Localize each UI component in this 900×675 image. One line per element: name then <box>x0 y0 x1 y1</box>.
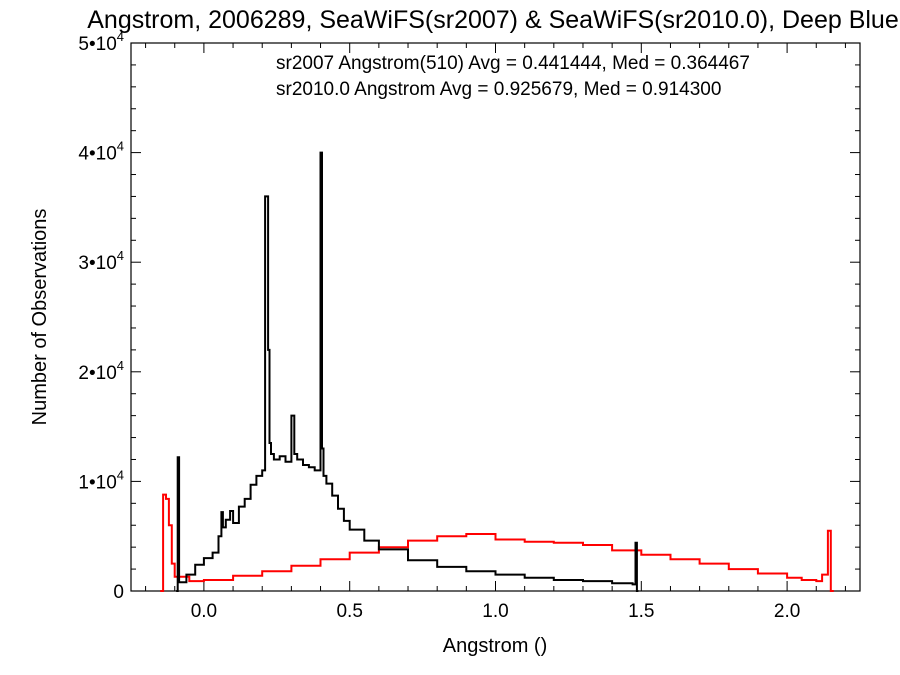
y-tick-label: 3•104 <box>78 248 124 274</box>
axis-ticks <box>131 42 860 592</box>
x-tick-label: 2.0 <box>774 601 800 622</box>
x-axis-label: Angstrom () <box>443 635 547 657</box>
y-tick-mantissa: 4•10 <box>78 144 116 165</box>
y-tick-mantissa: 5•10 <box>78 34 116 55</box>
x-tick-label: 0.5 <box>336 601 362 622</box>
y-tick-exponent: 4 <box>117 248 124 263</box>
y-axis-label: Number of Observations <box>29 209 51 426</box>
x-tick-labels: 0.0 0.5 1.0 1.5 2.0 <box>191 601 801 622</box>
histogram-series <box>160 151 834 592</box>
y-tick-mantissa: 0 <box>113 582 124 603</box>
y-tick-mantissa: 1•10 <box>78 472 116 493</box>
plot-frame <box>130 42 861 592</box>
x-tick-label: 0.0 <box>191 601 217 622</box>
y-tick-mantissa: 3•10 <box>78 253 116 274</box>
y-tick-label: 0 <box>113 582 124 603</box>
y-tick-label: 2•104 <box>78 358 124 384</box>
y-tick-label: 1•104 <box>78 467 124 493</box>
y-tick-label: 4•104 <box>78 139 124 165</box>
y-tick-exponent: 4 <box>117 29 124 44</box>
y-tick-label: 5•104 <box>78 29 124 55</box>
chart-title: Angstrom, 2006289, SeaWiFS(sr2007) & Sea… <box>87 6 899 34</box>
sr2007-stats-annotation: sr2007 Angstrom(510) Avg = 0.441444, Med… <box>276 53 750 74</box>
y-tick-exponent: 4 <box>117 467 124 482</box>
series-sr2010-line <box>160 493 834 592</box>
x-tick-label: 1.0 <box>482 601 508 622</box>
y-tick-exponent: 4 <box>117 139 124 154</box>
y-tick-exponent: 4 <box>117 358 124 373</box>
series-sr2007-line <box>176 151 639 592</box>
sr2010-stats-annotation: sr2010.0 Angstrom Avg = 0.925679, Med = … <box>276 79 721 100</box>
x-tick-label: 1.5 <box>628 601 654 622</box>
y-tick-mantissa: 2•10 <box>78 363 116 384</box>
